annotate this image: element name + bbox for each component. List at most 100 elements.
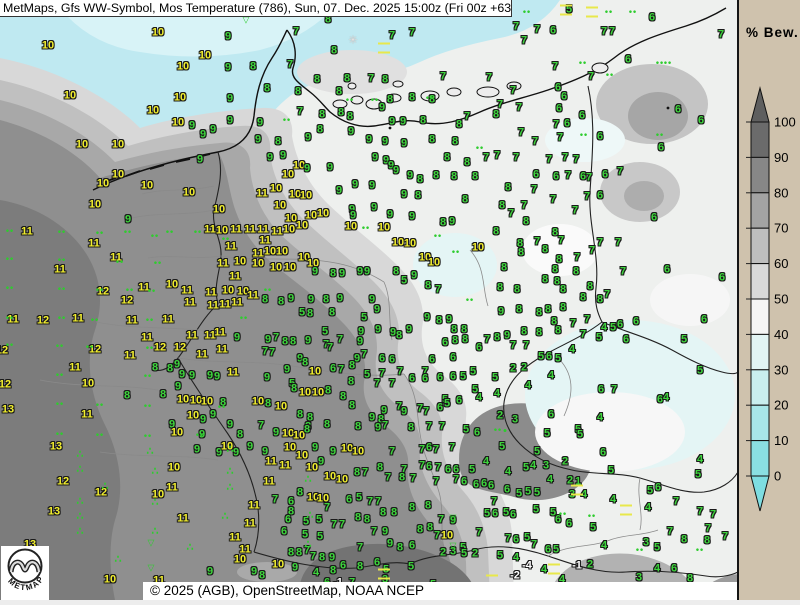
weather-symbol-dd: •• <box>95 429 105 440</box>
temp-value: 10 <box>103 573 117 586</box>
temp-value: 9 <box>368 411 376 424</box>
temp-value: 11 <box>225 240 237 253</box>
temp-value: 8 <box>426 521 434 534</box>
temp-value: 11 <box>205 286 217 299</box>
temp-value: 8 <box>461 333 469 346</box>
temp-value: 9 <box>178 368 186 381</box>
temp-value: 8 <box>498 199 506 212</box>
temp-value: 6 <box>460 475 468 488</box>
temp-value: 7 <box>309 550 317 563</box>
colorbar-arrow <box>750 86 770 123</box>
temp-value: 5 <box>360 311 368 324</box>
weather-symbol-dd: •• <box>345 94 355 105</box>
colorbar-tick-label: 40 <box>774 327 788 342</box>
temp-value: 10 <box>340 442 354 455</box>
weather-symbol-dd: •• <box>587 510 597 521</box>
temp-value: 6 <box>616 318 624 331</box>
temp-value: 11 <box>81 408 93 421</box>
temp-value: 7 <box>564 169 572 182</box>
weather-symbol-dd: •• <box>145 342 155 353</box>
temp-value: 8 <box>376 461 384 474</box>
temp-value: 7 <box>373 377 381 390</box>
temp-value: 7 <box>619 265 627 278</box>
temp-value: 7 <box>530 183 538 196</box>
temp-value: 8 <box>432 169 440 182</box>
temp-value: 9 <box>311 265 319 278</box>
temp-value: 9 <box>388 115 396 128</box>
weather-symbol-dd: •• <box>85 341 95 352</box>
temp-value: 8 <box>419 114 427 127</box>
temp-value: 8 <box>281 335 289 348</box>
temp-value: 11 <box>141 331 153 344</box>
temp-value: 8 <box>343 72 351 85</box>
temp-value: 8 <box>353 466 361 479</box>
temp-value: 7 <box>596 236 604 249</box>
temp-value: 7 <box>587 70 595 83</box>
temp-value: 6 <box>544 543 552 556</box>
temp-value: 9 <box>382 154 390 167</box>
colorbar-tick-label: 10 <box>774 433 788 448</box>
temp-value: 11 <box>216 343 228 356</box>
temp-value: 12 <box>0 344 9 357</box>
temp-value: 7 <box>384 471 392 484</box>
temp-value: 11 <box>153 574 165 587</box>
weather-symbol-dd: •• <box>115 256 125 267</box>
temp-value: 8 <box>517 246 525 259</box>
temp-value: -1 <box>572 559 582 572</box>
temp-value: 5 <box>321 325 329 338</box>
temp-value: 9 <box>224 61 232 74</box>
weather-symbol-dd: •• <box>5 253 15 264</box>
temp-value: 8 <box>500 261 508 274</box>
temp-value: 8 <box>296 408 304 421</box>
temp-value: 11 <box>230 223 242 236</box>
temp-value: 6 <box>596 130 604 143</box>
temp-value: 10 <box>182 186 196 199</box>
temp-value: 9 <box>351 178 359 191</box>
temp-value: 8 <box>322 293 330 306</box>
weather-symbol-dd: •• <box>57 283 67 294</box>
map-title: MetMaps, Gfs WW-Symbol, Mos Temperature … <box>3 1 512 15</box>
temp-value: 10 <box>335 473 349 486</box>
weather-symbol-dd: •• <box>558 508 568 519</box>
weather-symbol-dd: •• <box>55 369 65 380</box>
temp-value: 7 <box>257 419 265 432</box>
colorbar-segment <box>750 192 770 229</box>
temp-value: 2 <box>496 409 504 422</box>
temp-value: 5 <box>565 3 573 16</box>
temp-value: 3 <box>449 545 457 558</box>
temp-value: 9 <box>224 30 232 43</box>
weather-symbol-tri: ▽ <box>449 540 457 551</box>
temp-value: 11 <box>214 326 226 339</box>
temp-value: 10 <box>173 91 187 104</box>
weather-symbol-dd: •• <box>217 401 227 412</box>
temp-value: 9 <box>261 445 269 458</box>
temp-value: 7 <box>388 29 396 42</box>
temp-value: 10 <box>186 409 200 422</box>
temp-value: 9 <box>329 445 337 458</box>
temp-value: 7 <box>507 207 515 220</box>
weather-symbol-dd: •• <box>143 430 153 441</box>
weather-symbol-dd: •• <box>55 340 65 351</box>
temp-value: 6 <box>560 90 568 103</box>
temp-value: 6 <box>455 394 463 407</box>
temp-value: 10 <box>151 26 165 39</box>
weather-symbol-dd: •• <box>361 222 371 233</box>
temp-value: 10 <box>295 219 309 232</box>
temp-value: 10 <box>299 189 313 202</box>
temp-value: 11 <box>252 247 264 260</box>
temp-value: 6 <box>552 170 560 183</box>
temp-value: 6 <box>280 525 288 538</box>
temp-value: 2 <box>471 547 479 560</box>
temp-value: 7 <box>323 501 331 514</box>
temp-value: 6 <box>408 372 416 385</box>
temp-value: 8 <box>522 215 530 228</box>
temp-value: 11 <box>177 512 189 525</box>
weather-symbol-dd: •• <box>95 227 105 238</box>
temp-value: 8 <box>416 173 424 186</box>
temp-value: 7 <box>361 466 369 479</box>
weather-symbol-ddd: ∴ <box>76 448 84 461</box>
temp-value: 4 <box>653 562 661 575</box>
temp-value: 7 <box>336 333 344 346</box>
weather-symbol-dd: •• <box>655 129 665 140</box>
temp-value: 10 <box>403 237 417 250</box>
